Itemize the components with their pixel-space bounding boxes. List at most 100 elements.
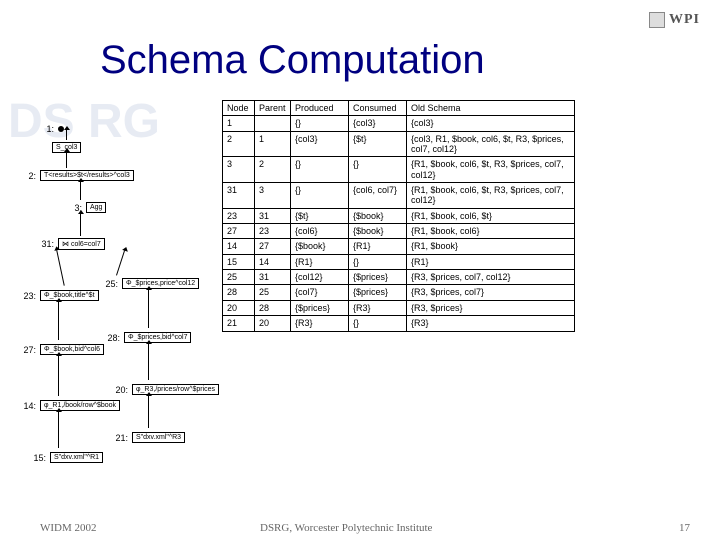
footer-org: DSRG, Worcester Polytechnic Institute [260,522,432,534]
table-cell: {$book} [349,208,407,223]
node-number: 14: [18,401,36,411]
table-cell: {R1} [291,254,349,269]
tree-edge [66,130,67,140]
table-cell: {R3} [407,316,575,331]
node-number: 25: [100,279,118,289]
table-header-node: Node [223,101,255,116]
table-cell: {$prices} [291,300,349,315]
table-cell: {$prices} [349,285,407,300]
table-cell: 2 [223,131,255,157]
node-number: 21: [110,433,128,443]
table-row: 1{}{col3}{col3} [223,116,575,131]
node-number: 20: [110,385,128,395]
table-cell: 3 [255,183,291,209]
table-cell: {$t} [349,131,407,157]
table-cell: 23 [223,208,255,223]
table-cell: {$prices} [349,270,407,285]
table-cell: 23 [255,224,291,239]
table-row: 1427{$book}{R1}{R1, $book} [223,239,575,254]
tree-edge [80,182,81,200]
tree-node-21: 21:S"dxv.xml"^R3 [110,432,185,443]
tree-node-2: 2: T<results>$t</results>^col3 [18,170,134,181]
table-cell: {R3, $prices, col7, col12} [407,270,575,285]
table-row: 313{}{col6, col7}{R1, $book, col6, $t, R… [223,183,575,209]
tree-edge [148,290,149,328]
table-cell: {col3} [291,131,349,157]
page-number: 17 [679,522,690,534]
table-cell: 31 [255,208,291,223]
node-number: 1: [36,124,54,134]
table-row: 32{}{}{R1, $book, col6, $t, R3, $prices,… [223,157,575,183]
node-number: 28: [102,333,120,343]
tree-node-3: 3:Agg [64,202,106,213]
table-cell: {$book} [349,224,407,239]
node-number: 27: [18,345,36,355]
table-cell: 20 [255,316,291,331]
table-cell: 1 [223,116,255,131]
node-operator-box: Φ_$prices,price^col12 [122,278,199,289]
table-cell: {R1, $book, col6, $t, R3, $prices, col7,… [407,157,575,183]
tree-edge [80,214,81,236]
table-cell: {} [349,157,407,183]
table-cell: {col6, col7} [349,183,407,209]
table-cell: 27 [223,224,255,239]
table-cell: {R1, $book, col6, $t} [407,208,575,223]
table-cell: {col3} [349,116,407,131]
table-row: 2331{$t}{$book}{R1, $book, col6, $t} [223,208,575,223]
tree-edge [58,302,59,340]
node-number: 2: [18,171,36,181]
tree-node-20: 20:φ_R3,/prices/row^$prices [110,384,219,395]
tree-node-14: 14: φ_R1,/book/row^$book [18,400,120,411]
node-number: 23: [18,291,36,301]
table-cell: {} [349,254,407,269]
wpi-logo: WPI [649,12,700,28]
node-operator-box: φ_R1,/book/row^$book [40,400,120,411]
node-operator-box: Φ_$book,bid^col6 [40,344,104,355]
node-number: 15: [28,453,46,463]
node-operator-box: T<results>$t</results>^col3 [40,170,134,181]
table-cell: {col12} [291,270,349,285]
table-header-parent: Parent [255,101,291,116]
schema-table: NodeParentProducedConsumedOld Schema 1{}… [222,100,575,332]
table-cell: 25 [223,270,255,285]
footer-conference: WIDM 2002 [40,522,97,534]
page-title: Schema Computation [100,38,485,83]
table-header-produced: Produced [291,101,349,116]
tree-node-31: 31: ⋈ col6=col7 [36,238,105,250]
tree-node-15: 15:S"dxv.xml"^R1 [28,452,103,463]
node-operator-box: Agg [86,202,106,213]
table-row: 2723{col6}{$book}{R1, $book, col6} [223,224,575,239]
table-cell: 14 [255,254,291,269]
table-cell: {R1, $book, col6} [407,224,575,239]
node-operator-box: ⋈ col6=col7 [58,238,105,250]
table-cell: 1 [255,131,291,157]
tree-edge [56,250,64,285]
table-cell: 31 [223,183,255,209]
node-operator-box: Φ_$book,title^$t [40,290,99,301]
table-cell [255,116,291,131]
tree-edge [66,152,67,168]
table-cell: {col6} [291,224,349,239]
table-cell: {} [291,116,349,131]
tree-edge [58,412,59,448]
node-number: 31: [36,239,54,249]
table-cell: 31 [255,270,291,285]
table-cell: {col3} [407,116,575,131]
table-cell: {R1} [407,254,575,269]
table-cell: {R3, $prices, col7} [407,285,575,300]
table-header-consumed: Consumed [349,101,407,116]
main-area: 1:S_col32:T<results>$t</results>^col33:A… [0,100,720,510]
tree-node-1: 1: [36,124,64,134]
table-cell: 3 [223,157,255,183]
query-tree-diagram: 1:S_col32:T<results>$t</results>^col33:A… [0,100,220,510]
table-cell: {col3, R1, $book, col6, $t, R3, $prices,… [407,131,575,157]
tree-edge [116,250,125,275]
tree-edge [148,344,149,380]
table-cell: 28 [223,285,255,300]
table-cell: {} [291,183,349,209]
table-cell: 25 [255,285,291,300]
table-cell: {R3, $prices} [407,300,575,315]
table-row: 2825{col7}{$prices}{R3, $prices, col7} [223,285,575,300]
table-cell: {R3} [291,316,349,331]
table-cell: 21 [223,316,255,331]
